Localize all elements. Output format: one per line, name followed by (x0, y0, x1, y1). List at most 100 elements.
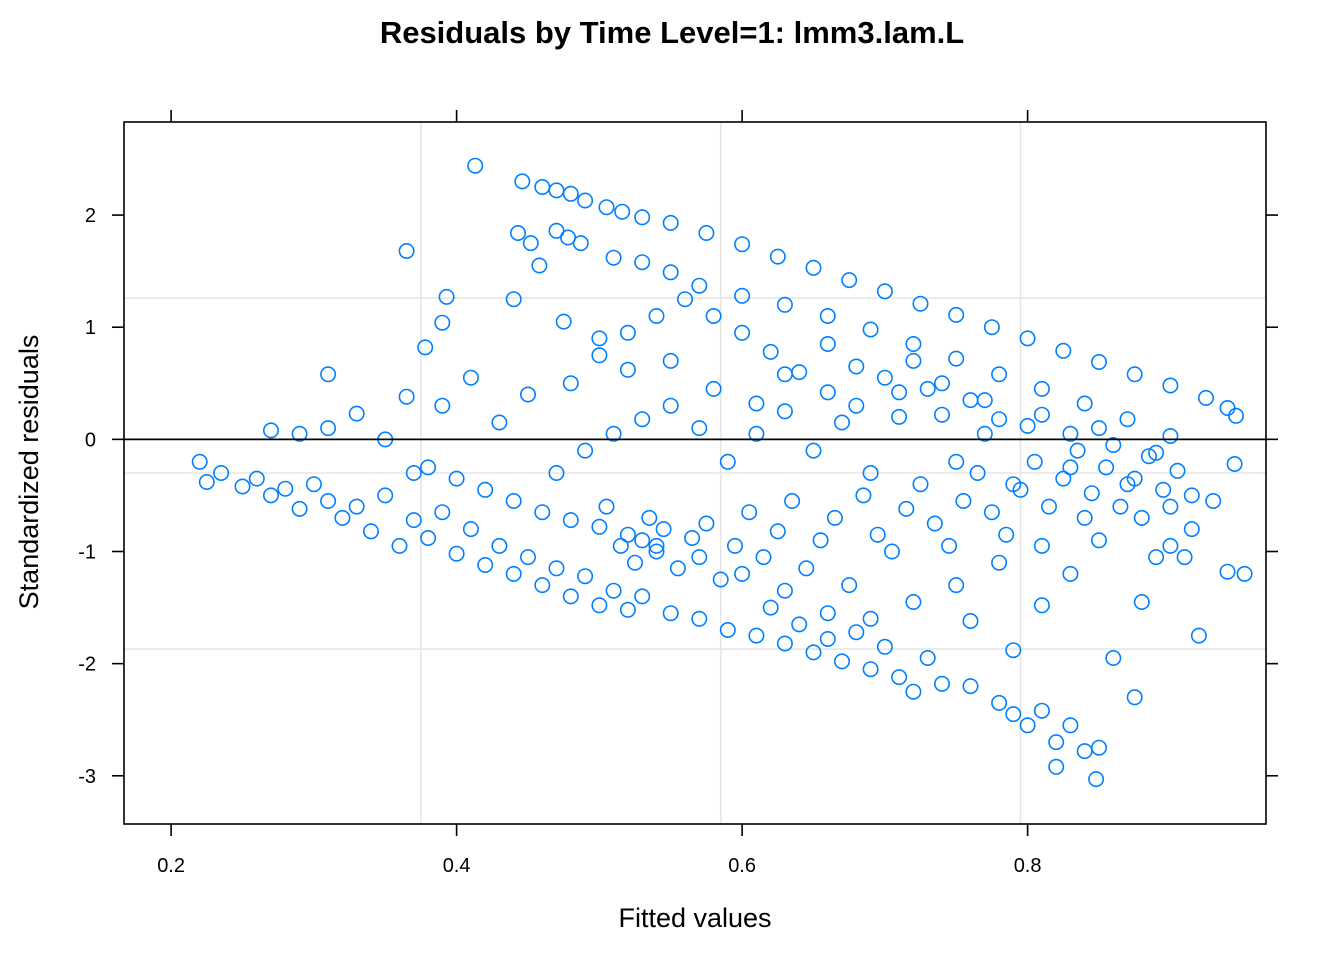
data-point (634, 209, 651, 226)
data-point (1005, 476, 1022, 493)
y-tick-label: 0 (85, 429, 96, 451)
data-point (1162, 537, 1179, 554)
y-axis-label: Standardized residuals (14, 335, 44, 610)
data-point (1033, 380, 1050, 397)
data-point (262, 422, 279, 439)
data-point (619, 324, 636, 341)
data-point (477, 481, 494, 498)
data-point (614, 203, 631, 220)
data-point (391, 537, 408, 554)
data-point (398, 243, 415, 260)
data-point (698, 225, 715, 242)
scatter-points (191, 157, 1253, 788)
data-point (891, 384, 908, 401)
data-point (691, 420, 708, 437)
data-point (841, 577, 858, 594)
data-point (605, 425, 622, 442)
data-point (991, 411, 1008, 428)
x-axis-label: Fitted values (618, 903, 771, 933)
data-point (891, 408, 908, 425)
data-point (912, 476, 929, 493)
data-point (1088, 771, 1105, 788)
data-point (626, 554, 643, 571)
data-point (662, 214, 679, 231)
data-point (819, 605, 836, 622)
data-point (198, 473, 215, 490)
x-tick-labels: 0.2 0.4 0.6 0.8 (157, 855, 1041, 877)
data-point (848, 397, 865, 414)
data-point (505, 492, 522, 509)
data-point (1048, 734, 1065, 751)
data-point (891, 669, 908, 686)
data-point (833, 653, 850, 670)
data-point (434, 504, 451, 521)
data-point (1005, 706, 1022, 723)
data-point (748, 395, 765, 412)
data-point (769, 523, 786, 540)
data-point (377, 487, 394, 504)
data-point (712, 571, 729, 588)
data-point (1140, 448, 1157, 465)
data-point (398, 388, 415, 405)
data-point (655, 521, 672, 538)
data-point (962, 678, 979, 695)
data-point (833, 414, 850, 431)
data-point (819, 335, 836, 352)
data-point (548, 464, 565, 481)
data-point (905, 335, 922, 352)
data-point (619, 601, 636, 618)
data-point (976, 392, 993, 409)
data-point (1005, 642, 1022, 659)
data-point (534, 504, 551, 521)
data-point (798, 560, 815, 577)
data-point (741, 504, 758, 521)
data-point (405, 464, 422, 481)
data-point (805, 442, 822, 459)
data-point (669, 560, 686, 577)
data-point (776, 635, 793, 652)
data-point (662, 605, 679, 622)
data-point (1133, 509, 1150, 526)
data-point (462, 521, 479, 538)
data-point (598, 498, 615, 515)
data-point (734, 236, 751, 253)
data-point (1019, 330, 1036, 347)
data-point (248, 470, 265, 487)
data-point (1033, 406, 1050, 423)
data-point (291, 500, 308, 517)
data-point (362, 523, 379, 540)
data-point (1091, 739, 1108, 756)
data-point (519, 549, 536, 566)
data-point (420, 459, 437, 476)
data-point (534, 577, 551, 594)
data-point (417, 339, 434, 356)
data-point (776, 582, 793, 599)
data-point (619, 361, 636, 378)
data-point (1190, 627, 1207, 644)
data-point (962, 392, 979, 409)
data-point (962, 612, 979, 629)
data-point (883, 543, 900, 560)
data-point (1076, 509, 1093, 526)
data-point (1033, 537, 1050, 554)
data-point (1176, 549, 1193, 566)
data-point (1033, 702, 1050, 719)
data-point (876, 638, 893, 655)
x-tick-label: 0.4 (443, 855, 471, 877)
data-point (291, 425, 308, 442)
data-point (1105, 436, 1122, 453)
data-point (591, 518, 608, 535)
data-point (1148, 444, 1165, 461)
data-point (648, 537, 665, 554)
data-point (691, 549, 708, 566)
data-point (1183, 521, 1200, 538)
data-point (1091, 532, 1108, 549)
data-point (905, 683, 922, 700)
data-point (769, 248, 786, 265)
data-point (448, 470, 465, 487)
data-point (819, 384, 836, 401)
data-point (648, 543, 665, 560)
data-point (826, 509, 843, 526)
data-point (948, 453, 965, 470)
data-point (522, 235, 539, 252)
